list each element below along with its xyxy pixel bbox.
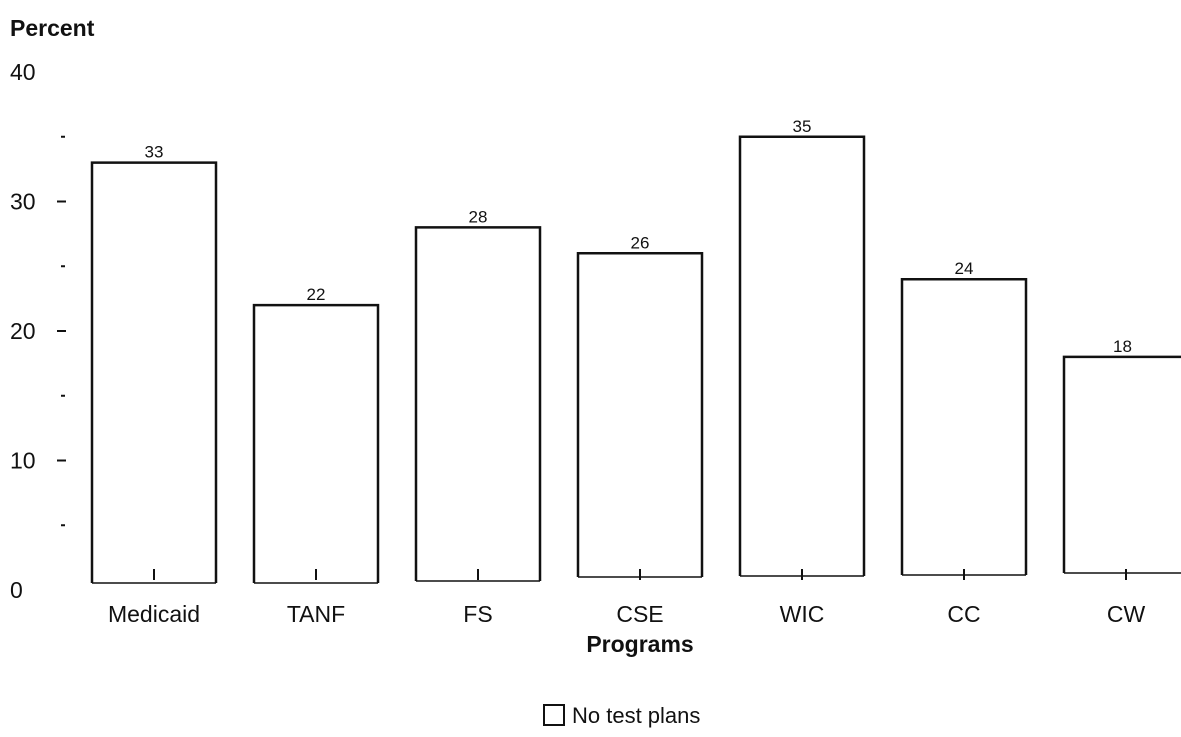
bar [92, 162, 216, 583]
data-label: 24 [955, 259, 974, 278]
bar-outline [576, 252, 704, 577]
y-tick-label: 0 [10, 577, 23, 603]
y-tick-label: 40 [10, 59, 36, 85]
legend: No test plans [543, 703, 700, 728]
x-tick-label: WIC [780, 601, 825, 627]
y-tick-label: 10 [10, 448, 36, 474]
data-label: 35 [793, 117, 812, 136]
bar-group: 26 [576, 233, 704, 578]
bar-outline [738, 135, 866, 576]
bar-group: 35 [738, 117, 866, 577]
bar [578, 253, 702, 578]
legend-label: No test plans [572, 703, 700, 728]
data-label: 22 [307, 285, 326, 304]
x-tick-label: TANF [287, 601, 345, 627]
data-label: 28 [469, 207, 488, 226]
x-tick-label: Medicaid [108, 601, 200, 627]
bar-outline [252, 303, 380, 583]
bar-outline [900, 277, 1028, 575]
data-label: 33 [145, 143, 164, 162]
x-tick-label: FS [463, 601, 492, 627]
bar-group: 22 [252, 285, 380, 584]
bar-group: 33 [90, 143, 218, 584]
bar [902, 279, 1026, 575]
bar-group: 18 [1062, 337, 1181, 574]
bars: 33 22 28 26 35 24 18 [90, 117, 1181, 584]
bar [416, 227, 540, 581]
bar-outline [1062, 355, 1181, 573]
bar [740, 136, 864, 576]
y-tick-label: 30 [10, 189, 36, 215]
legend-swatch [543, 704, 565, 726]
bar [1064, 356, 1181, 573]
x-axis-label: Programs [586, 631, 693, 657]
data-label: 18 [1113, 337, 1132, 356]
y-tick-label: 20 [10, 318, 36, 344]
x-axis: Medicaid TANF FS CSE WIC CC CW [108, 569, 1145, 627]
bar-group: 24 [900, 259, 1028, 576]
y-axis: 0 10 20 30 40 [10, 59, 66, 603]
x-tick-label: CW [1107, 601, 1146, 627]
data-label: 26 [631, 233, 650, 252]
bar-group: 28 [414, 207, 542, 582]
bar [254, 305, 378, 583]
bar-outline [90, 161, 218, 583]
x-tick-label: CSE [616, 601, 663, 627]
x-tick-label: CC [947, 601, 980, 627]
y-axis-label: Percent [10, 15, 95, 41]
bar-outline [414, 226, 542, 581]
